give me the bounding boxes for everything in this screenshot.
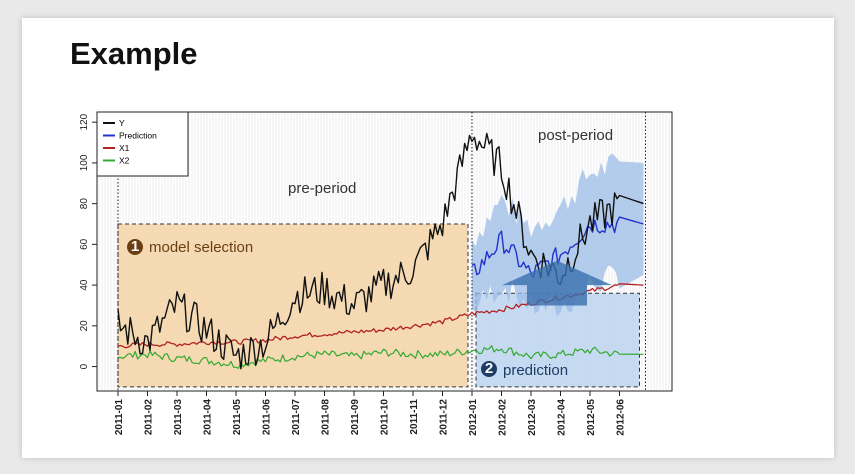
legend-label-prediction: Prediction — [119, 131, 157, 141]
x-tick-label: 2011-07 — [291, 399, 302, 436]
prediction-badge — [481, 361, 497, 377]
legend-label-x1: X1 — [119, 143, 130, 153]
slide-title: Example — [70, 36, 198, 71]
model-selection-box — [117, 223, 469, 388]
legend-label-y: Y — [119, 118, 125, 128]
y-tick-label: 80 — [79, 198, 90, 210]
post-period-label: post-period — [538, 127, 613, 144]
x-tick-label: 2012-03 — [527, 399, 538, 436]
y-tick-label: 0 — [79, 363, 90, 369]
x-tick-label: 2011-08 — [321, 399, 332, 436]
y-tick-label: 40 — [79, 279, 90, 291]
x-tick-label: 2011-02 — [144, 399, 155, 436]
plot-border — [96, 111, 673, 392]
x-tick-label: 2011-09 — [350, 399, 361, 436]
x-tick-label: 2012-02 — [498, 399, 509, 436]
x-tick-label: 2011-06 — [262, 399, 273, 436]
x-tick-label: 2011-01 — [114, 399, 125, 436]
prediction-interval-band — [472, 153, 644, 317]
x-tick-label: 2012-01 — [468, 399, 479, 436]
x-tick-label: 2012-06 — [616, 399, 627, 436]
prediction-badge-number: 2 — [485, 360, 493, 377]
x-tick-label: 2012-04 — [557, 399, 568, 436]
effect-arrow — [502, 260, 612, 306]
x-tick-label: 2011-12 — [439, 399, 450, 436]
pre-period-label: pre-period — [288, 180, 356, 197]
y-tick-label: 60 — [79, 238, 90, 250]
legend-box — [96, 111, 189, 177]
series-line-x2 — [117, 345, 644, 369]
model-selection-badge — [127, 239, 143, 255]
prediction-label: prediction — [503, 362, 568, 379]
y-tick-label: 100 — [79, 154, 90, 171]
legend: Y Prediction X1 X2 — [96, 111, 189, 177]
x-tick-label: 2011-10 — [380, 399, 391, 436]
series-line-prediction — [471, 216, 644, 279]
model-selection-badge-number: 1 — [131, 238, 139, 255]
legend-label-x2: X2 — [119, 156, 130, 166]
model-selection-label: model selection — [149, 239, 253, 256]
y-tick-label: 20 — [79, 320, 90, 332]
x-tick-label: 2012-05 — [586, 399, 597, 436]
x-tick-label: 2011-03 — [173, 399, 184, 436]
x-tick-label: 2011-11 — [409, 399, 420, 435]
series-line-y — [117, 132, 644, 370]
x-tick-label: 2011-05 — [232, 399, 243, 436]
x-tick-label: 2011-04 — [203, 399, 214, 436]
y-tick-label: 120 — [79, 113, 90, 130]
